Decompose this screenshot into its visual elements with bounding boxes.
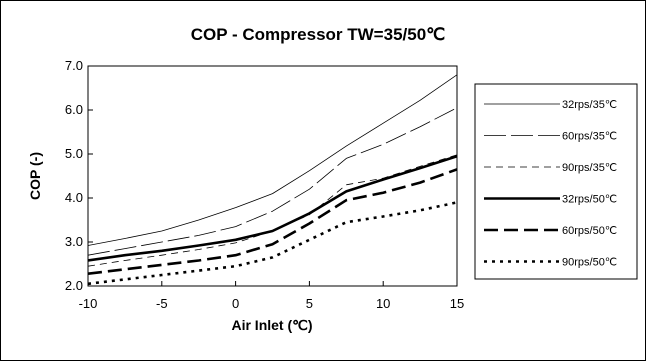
y-tick-label: 5.0 [65,146,83,161]
legend-label: 60rps/50℃ [562,225,617,237]
y-tick-label: 3.0 [65,234,83,249]
y-axis-label: COP (-) [27,152,43,200]
legend-label: 60rps/35℃ [562,131,617,143]
chart-title: COP - Compressor TW=35/50℃ [191,25,446,44]
y-tick-label: 6.0 [65,102,83,117]
series-line-5 [88,168,457,275]
y-axis: 2.0 3.0 4.0 5.0 6.0 7.0 [65,58,93,293]
x-axis: -10 -5 0 5 10 15 [79,281,464,311]
series-line-1 [88,74,457,246]
x-tick-label: 15 [450,296,464,311]
series-line-2 [88,107,457,256]
x-tick-label: 0 [232,296,239,311]
y-tick-label: 4.0 [65,190,83,205]
series-line-6 [88,201,457,286]
series-line-4 [88,154,457,262]
legend-label: 90rps/35℃ [562,162,617,174]
x-tick-label: 5 [306,296,313,311]
y-tick-label: 7.0 [65,58,83,73]
series-lines [88,74,457,286]
x-axis-label: Air Inlet (℃) [231,317,312,333]
series-line-3 [88,154,457,267]
legend-box [474,83,638,280]
x-tick-label: 10 [376,296,390,311]
legend-label: 32rps/50℃ [562,194,617,206]
legend-label: 32rps/35℃ [562,99,617,111]
legend: 32rps/35℃ 60rps/35℃ 90rps/35℃ 32rps/50℃ 60rp… [474,83,638,280]
legend-label: 90rps/50℃ [562,257,617,269]
x-tick-label: -5 [156,296,168,311]
x-tick-label: -10 [79,296,98,311]
y-tick-label: 2.0 [65,278,83,293]
